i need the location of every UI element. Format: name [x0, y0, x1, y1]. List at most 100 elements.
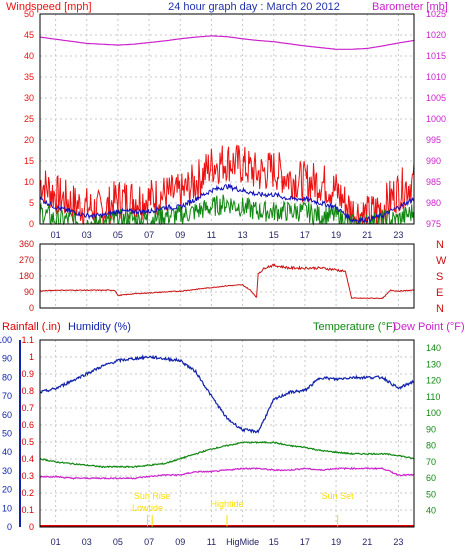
- wind-tick-label: 50: [24, 9, 34, 19]
- wind-gust-line: [39, 144, 415, 226]
- humidity-line: [39, 354, 415, 434]
- rain-tick-label: 0.5: [21, 437, 34, 447]
- rain-tick-label: 0.9: [21, 369, 34, 379]
- rain-tick-label: 0.4: [21, 454, 34, 464]
- dewpoint-line: [39, 466, 415, 480]
- wind-tick-label: 40: [24, 51, 34, 61]
- humidity-tick-label: 20: [2, 485, 12, 495]
- wind-tick-label: 5: [29, 198, 34, 208]
- plot-frame: [39, 339, 415, 528]
- baro-tick-label: 1000: [426, 114, 446, 124]
- wind-tick-label: 0: [29, 219, 34, 229]
- humidity-tick-label: 30: [2, 466, 12, 476]
- x-tick-label: 15: [269, 230, 279, 240]
- annotation-label: Lowtide: [132, 503, 163, 513]
- humidity-tick-label: 40: [2, 447, 12, 457]
- rain-tick-label: 1.1: [21, 335, 34, 345]
- temperature-axis-title: Temperature (°F): [313, 321, 396, 333]
- baro-tick-label: 990: [426, 156, 441, 166]
- compass-label: E: [436, 287, 443, 299]
- x-tick-label: 01: [51, 230, 61, 240]
- x-tick-label: 21: [362, 537, 372, 547]
- x-tick-label: 03: [82, 537, 92, 547]
- temperature-tick-label: 40: [426, 506, 436, 516]
- humidity-tick-label: 60: [2, 410, 12, 420]
- annotation-label: Hightide: [210, 499, 243, 509]
- x-tick-label: 19: [331, 537, 341, 547]
- rain-tick-label: 1: [29, 352, 34, 362]
- compass-label: N: [436, 239, 444, 251]
- wind-tick-label: 35: [24, 72, 34, 82]
- x-tick-label: 23: [393, 230, 403, 240]
- x-tick-label: HigMide: [226, 537, 259, 547]
- temperature-tick-label: 110: [426, 392, 440, 402]
- x-tick-label: 09: [175, 537, 185, 547]
- x-tick-label: 03: [82, 230, 92, 240]
- humidity-tick-label: 10: [2, 503, 12, 513]
- dewpoint-axis-title: Dew Point (°F): [393, 321, 465, 333]
- barometer-line: [39, 35, 415, 50]
- direction-tick-label: 0: [29, 303, 34, 313]
- direction-tick-label: 90: [24, 287, 34, 297]
- temperature-tick-label: 120: [426, 376, 441, 386]
- wind-tick-label: 20: [24, 135, 34, 145]
- x-tick-label: 17: [300, 230, 310, 240]
- baro-tick-label: 1015: [426, 51, 446, 61]
- rain-tick-label: 0.1: [21, 505, 34, 515]
- rain-tick-label: 0.7: [21, 403, 34, 413]
- temperature-tick-label: 70: [426, 457, 436, 467]
- barometer-axis-title: Barometer [mb]: [372, 1, 448, 13]
- x-tick-label: 21: [362, 230, 372, 240]
- x-tick-label: 15: [269, 537, 279, 547]
- direction-tick-label: 180: [19, 271, 34, 281]
- baro-tick-label: 1005: [426, 93, 446, 103]
- x-tick-label: 07: [144, 537, 154, 547]
- rain-tick-label: 0.8: [21, 386, 34, 396]
- compass-label: N: [436, 303, 444, 315]
- temperature-line: [39, 441, 415, 469]
- rainfall-axis-title: Rainfall (.in): [2, 321, 61, 333]
- humidity-tick-label: 80: [2, 372, 12, 382]
- chart-title: 24 hour graph day : March 20 2012: [168, 1, 340, 13]
- direction-tick-label: 360: [19, 239, 34, 249]
- rain-tick-label: 0.2: [21, 488, 34, 498]
- direction-line: [39, 263, 415, 300]
- wind-avg-line: [39, 183, 415, 224]
- compass-label: W: [436, 255, 447, 267]
- rain-tick-label: 0.3: [21, 471, 34, 481]
- wind-tick-label: 30: [24, 93, 34, 103]
- wind-tick-label: 15: [24, 156, 34, 166]
- direction-tick-label: 270: [19, 255, 34, 265]
- x-tick-label: 11: [207, 230, 216, 240]
- wind-tick-label: 25: [24, 114, 34, 124]
- temperature-tick-label: 60: [426, 473, 436, 483]
- wind-tick-label: 45: [24, 30, 34, 40]
- annotation-label: Sun Rise: [134, 491, 171, 501]
- x-tick-label: 11: [207, 537, 216, 547]
- temperature-tick-label: 90: [426, 424, 436, 434]
- humidity-tick-label: 100: [0, 335, 12, 345]
- x-tick-label: 05: [113, 537, 123, 547]
- temperature-tick-label: 50: [426, 489, 436, 499]
- baro-tick-label: 985: [426, 177, 441, 187]
- x-tick-label: 17: [300, 537, 310, 547]
- plot-frame: [39, 13, 415, 225]
- rain-tick-label: 0: [29, 522, 34, 532]
- x-tick-label: 01: [51, 537, 61, 547]
- baro-tick-label: 1025: [426, 9, 446, 19]
- x-tick-label: 09: [175, 230, 185, 240]
- x-tick-label: 13: [238, 230, 248, 240]
- annotation-label: Sun Set: [322, 491, 355, 501]
- windspeed-axis-title: Windspeed [mph]: [6, 1, 92, 13]
- temperature-tick-label: 130: [426, 359, 441, 369]
- baro-tick-label: 1010: [426, 72, 446, 82]
- rain-tick-label: 0.6: [21, 420, 34, 430]
- baro-tick-label: 995: [426, 135, 441, 145]
- x-tick-label: 07: [144, 230, 154, 240]
- humidity-axis-title: Humidity (%): [68, 321, 131, 333]
- baro-tick-label: 975: [426, 219, 441, 229]
- temperature-tick-label: 100: [426, 408, 441, 418]
- humidity-tick-label: 0: [7, 522, 12, 532]
- x-tick-label: 19: [331, 230, 341, 240]
- temperature-tick-label: 140: [426, 343, 441, 353]
